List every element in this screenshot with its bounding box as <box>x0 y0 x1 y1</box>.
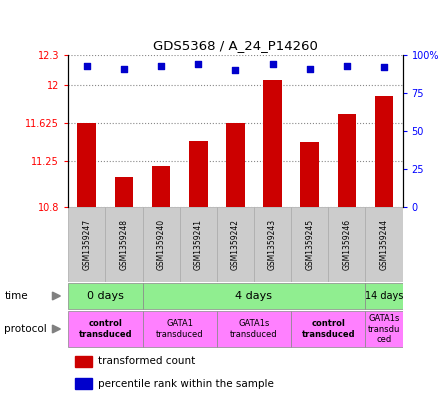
Text: 0 days: 0 days <box>87 291 124 301</box>
Bar <box>366 311 403 347</box>
Bar <box>189 141 208 207</box>
Bar <box>366 283 403 309</box>
Bar <box>217 311 291 347</box>
Bar <box>75 378 92 389</box>
Bar <box>291 311 366 347</box>
Text: GSM1359247: GSM1359247 <box>82 219 91 270</box>
Point <box>83 62 90 69</box>
Bar <box>143 283 366 309</box>
Bar <box>180 207 217 282</box>
Text: GSM1359245: GSM1359245 <box>305 219 314 270</box>
Point <box>381 64 388 70</box>
Bar <box>337 114 356 207</box>
Bar <box>77 123 96 207</box>
Text: protocol: protocol <box>4 324 47 334</box>
Bar <box>254 207 291 282</box>
Point <box>121 66 128 72</box>
Bar <box>226 123 245 207</box>
Bar <box>68 283 143 309</box>
Bar <box>68 207 105 282</box>
Text: GSM1359240: GSM1359240 <box>157 219 165 270</box>
Point <box>232 67 239 73</box>
Point <box>269 61 276 67</box>
Text: GSM1359241: GSM1359241 <box>194 219 203 270</box>
Bar <box>366 207 403 282</box>
Text: GSM1359242: GSM1359242 <box>231 219 240 270</box>
Bar <box>143 311 217 347</box>
Text: GSM1359244: GSM1359244 <box>380 219 389 270</box>
Bar <box>143 207 180 282</box>
Point <box>158 62 165 69</box>
Polygon shape <box>52 325 60 333</box>
Bar <box>152 167 170 207</box>
Bar <box>375 95 393 207</box>
Bar <box>263 80 282 207</box>
Text: time: time <box>4 291 28 301</box>
Text: GATA1
transduced: GATA1 transduced <box>156 319 203 339</box>
Text: transformed count: transformed count <box>98 356 195 366</box>
Bar <box>301 142 319 207</box>
Text: GSM1359243: GSM1359243 <box>268 219 277 270</box>
Text: GSM1359246: GSM1359246 <box>342 219 352 270</box>
Text: percentile rank within the sample: percentile rank within the sample <box>98 379 274 389</box>
Point <box>343 62 350 69</box>
Text: 4 days: 4 days <box>235 291 272 301</box>
Text: 14 days: 14 days <box>365 291 403 301</box>
Text: control
transduced: control transduced <box>79 319 132 339</box>
Text: GATA1s
transdu
ced: GATA1s transdu ced <box>368 314 400 344</box>
Point <box>306 66 313 72</box>
Bar <box>68 311 143 347</box>
Text: GATA1s
transduced: GATA1s transduced <box>230 319 278 339</box>
Bar <box>75 356 92 367</box>
Text: GSM1359248: GSM1359248 <box>119 219 128 270</box>
Polygon shape <box>52 292 60 300</box>
Bar <box>115 176 133 207</box>
Bar <box>105 207 143 282</box>
Text: control
transduced: control transduced <box>301 319 355 339</box>
Title: GDS5368 / A_24_P14260: GDS5368 / A_24_P14260 <box>153 39 318 52</box>
Bar <box>217 207 254 282</box>
Bar <box>291 207 328 282</box>
Point <box>195 61 202 67</box>
Bar <box>328 207 366 282</box>
